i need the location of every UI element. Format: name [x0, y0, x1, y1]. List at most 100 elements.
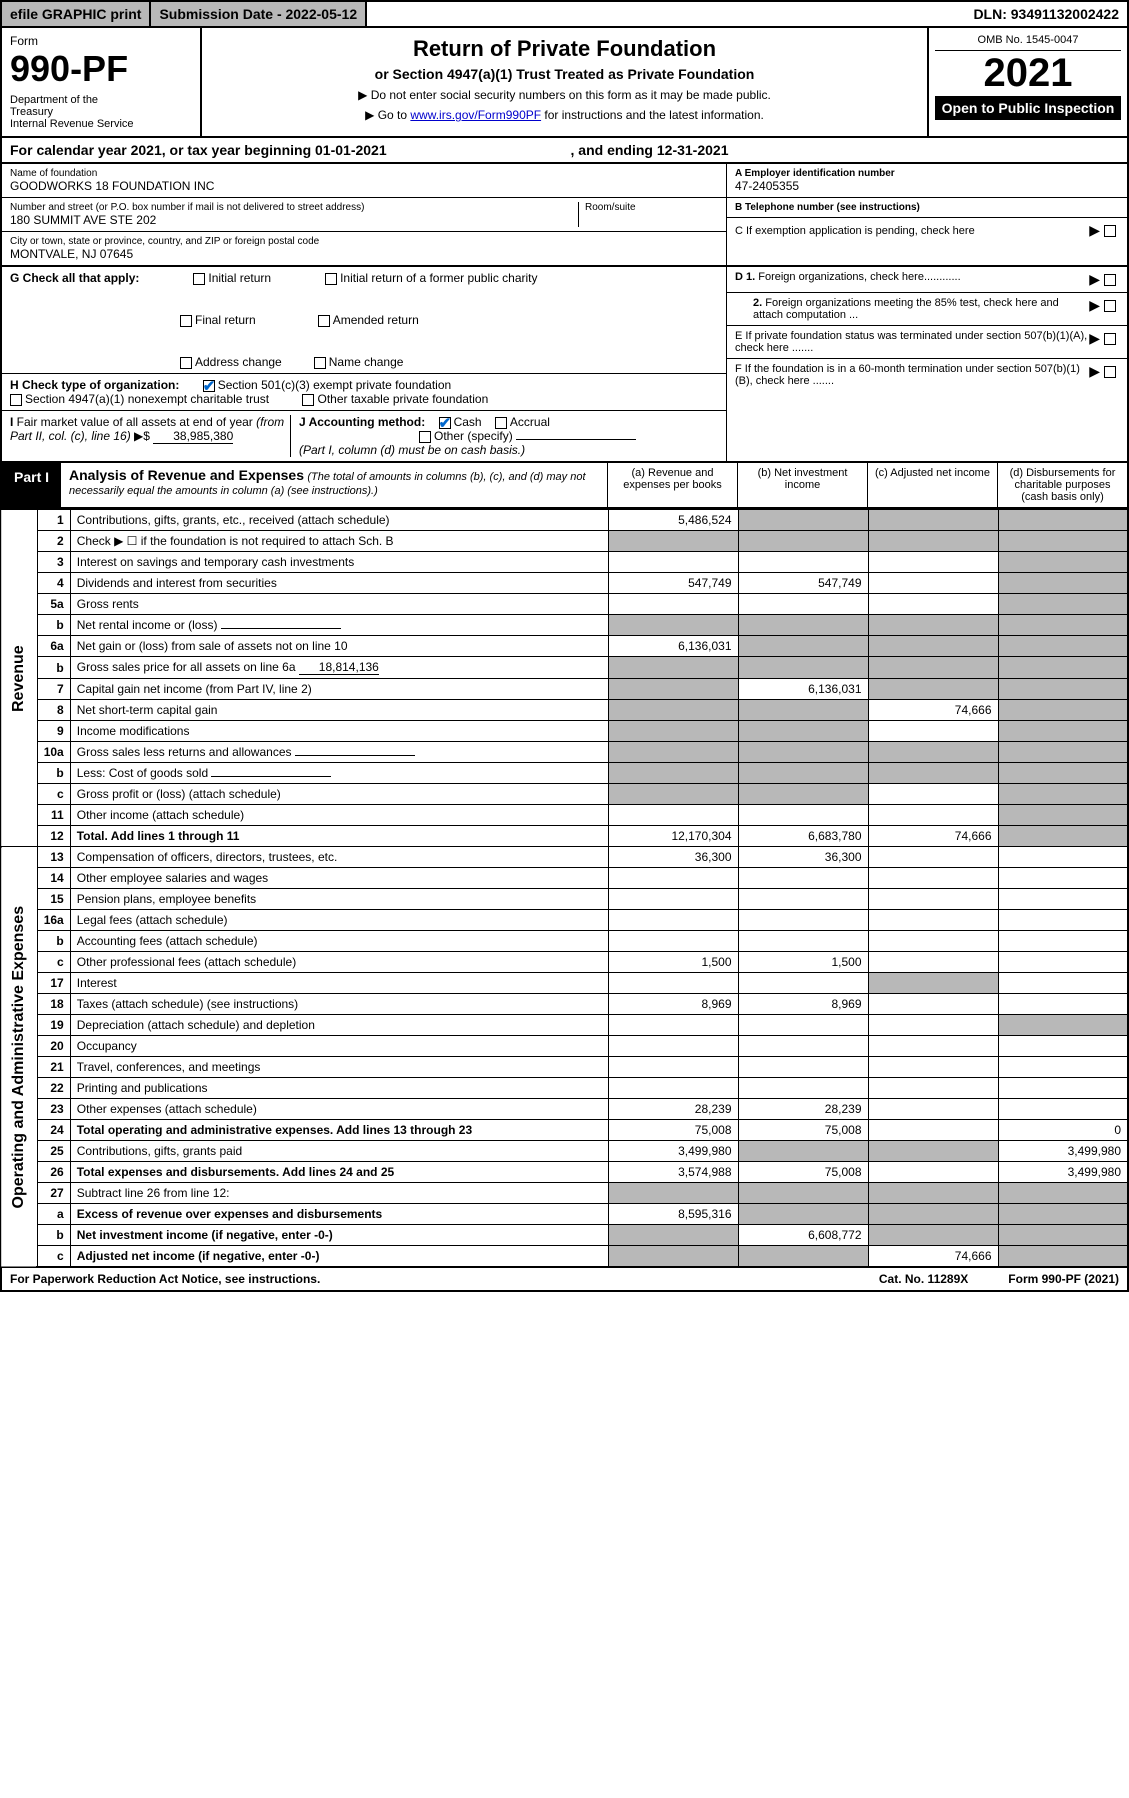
line-description: Pension plans, employee benefits: [70, 889, 608, 910]
line-number: b: [37, 657, 70, 679]
line-number: 27: [37, 1183, 70, 1204]
line-number: 10a: [37, 742, 70, 763]
line-description: Other professional fees (attach schedule…: [70, 952, 608, 973]
col-d-value: [998, 826, 1128, 847]
table-row: 9Income modifications: [1, 721, 1128, 742]
col-c-value: [868, 657, 998, 679]
col-a-value: [608, 931, 738, 952]
e-checkbox[interactable]: [1104, 333, 1116, 345]
col-d-value: [998, 1225, 1128, 1246]
cash-checkbox[interactable]: [439, 417, 451, 429]
exemption-pending-cell: C If exemption application is pending, c…: [727, 218, 1127, 243]
table-row: 20Occupancy: [1, 1036, 1128, 1057]
form-header: Form 990-PF Department of theTreasuryInt…: [0, 28, 1129, 138]
line-number: b: [37, 615, 70, 636]
col-b-value: [738, 700, 868, 721]
col-b-value: [738, 910, 868, 931]
calendar-year-row: For calendar year 2021, or tax year begi…: [0, 138, 1129, 164]
table-row: bNet investment income (if negative, ent…: [1, 1225, 1128, 1246]
col-c-value: [868, 1204, 998, 1225]
paperwork-notice: For Paperwork Reduction Act Notice, see …: [10, 1272, 320, 1286]
line-description: Interest: [70, 973, 608, 994]
table-row: 22Printing and publications: [1, 1078, 1128, 1099]
table-row: 24Total operating and administrative exp…: [1, 1120, 1128, 1141]
col-a-value: 5,486,524: [608, 510, 738, 531]
4947-checkbox[interactable]: [10, 394, 22, 406]
col-a-value: 8,595,316: [608, 1204, 738, 1225]
table-row: bNet rental income or (loss): [1, 615, 1128, 636]
ein-value: 47-2405355: [735, 179, 1119, 193]
line-number: 16a: [37, 910, 70, 931]
col-d-value: [998, 1057, 1128, 1078]
col-a-value: 8,969: [608, 994, 738, 1015]
table-row: 14Other employee salaries and wages: [1, 868, 1128, 889]
line-number: b: [37, 763, 70, 784]
form-title: Return of Private Foundation: [210, 36, 919, 62]
col-b-value: [738, 763, 868, 784]
f-checkbox[interactable]: [1104, 366, 1116, 378]
efile-graphic-print[interactable]: efile GRAPHIC print: [2, 2, 151, 26]
table-row: cAdjusted net income (if negative, enter…: [1, 1246, 1128, 1268]
line-number: 3: [37, 552, 70, 573]
open-public-badge: Open to Public Inspection: [935, 96, 1121, 120]
initial-return-checkbox[interactable]: [193, 273, 205, 285]
accrual-checkbox[interactable]: [495, 417, 507, 429]
col-c-value: [868, 994, 998, 1015]
submission-date: Submission Date - 2022-05-12: [151, 2, 367, 26]
line-description: Other income (attach schedule): [70, 805, 608, 826]
city-cell: City or town, state or province, country…: [2, 232, 726, 265]
expenses-side-label: Operating and Administrative Expenses: [1, 847, 37, 1268]
f-row: F If the foundation is in a 60-month ter…: [727, 359, 1127, 391]
d1-checkbox[interactable]: [1104, 274, 1116, 286]
d2-checkbox[interactable]: [1104, 300, 1116, 312]
col-b-value: [738, 657, 868, 679]
other-method-checkbox[interactable]: [419, 431, 431, 443]
irs-link[interactable]: www.irs.gov/Form990PF: [410, 108, 541, 122]
line-description: Net short-term capital gain: [70, 700, 608, 721]
line-description: Net gain or (loss) from sale of assets n…: [70, 636, 608, 657]
form-label: Form: [10, 34, 192, 48]
col-d-value: [998, 636, 1128, 657]
col-a-value: [608, 531, 738, 552]
line-number: c: [37, 784, 70, 805]
501c3-checkbox[interactable]: [203, 380, 215, 392]
col-d-value: [998, 847, 1128, 868]
col-a-value: [608, 1057, 738, 1078]
line-description: Contributions, gifts, grants paid: [70, 1141, 608, 1162]
col-c-value: [868, 615, 998, 636]
col-a-value: [608, 1225, 738, 1246]
col-b-value: [738, 531, 868, 552]
amended-return-checkbox[interactable]: [318, 315, 330, 327]
col-a-value: [608, 742, 738, 763]
table-row: 19Depreciation (attach schedule) and dep…: [1, 1015, 1128, 1036]
col-b-value: 8,969: [738, 994, 868, 1015]
col-c-value: [868, 1036, 998, 1057]
col-b-value: [738, 721, 868, 742]
initial-former-checkbox[interactable]: [325, 273, 337, 285]
final-return-checkbox[interactable]: [180, 315, 192, 327]
other-taxable-checkbox[interactable]: [302, 394, 314, 406]
d1-row: D 1. Foreign organizations, check here..…: [727, 267, 1127, 293]
col-b-value: [738, 742, 868, 763]
exemption-checkbox[interactable]: [1104, 225, 1116, 237]
col-d-value: 0: [998, 1120, 1128, 1141]
d2-row: 2. Foreign organizations meeting the 85%…: [727, 293, 1127, 326]
line-description: Check ▶ ☐ if the foundation is not requi…: [70, 531, 608, 552]
line-number: 18: [37, 994, 70, 1015]
col-d-value: [998, 763, 1128, 784]
line-number: b: [37, 931, 70, 952]
col-c-value: [868, 1057, 998, 1078]
goto-note: ▶ Go to www.irs.gov/Form990PF for instru…: [210, 108, 919, 122]
table-row: 26Total expenses and disbursements. Add …: [1, 1162, 1128, 1183]
line-description: Gross profit or (loss) (attach schedule): [70, 784, 608, 805]
col-d-value: [998, 1204, 1128, 1225]
col-d-value: [998, 994, 1128, 1015]
line-number: 19: [37, 1015, 70, 1036]
col-c-value: [868, 868, 998, 889]
name-change-checkbox[interactable]: [314, 357, 326, 369]
col-c-value: [868, 973, 998, 994]
col-d-value: [998, 1078, 1128, 1099]
year-begin: 01-01-2021: [315, 142, 387, 158]
address-change-checkbox[interactable]: [180, 357, 192, 369]
col-a-value: 75,008: [608, 1120, 738, 1141]
